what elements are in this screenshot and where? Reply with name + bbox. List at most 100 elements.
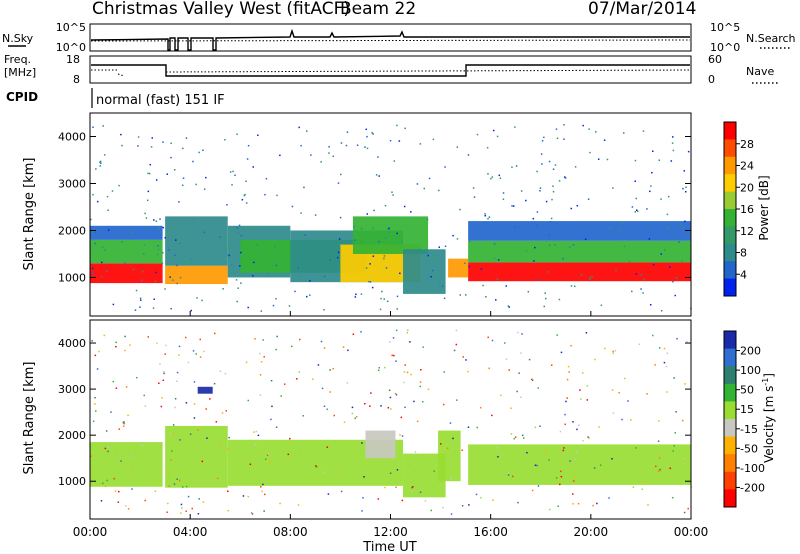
velocity-speckle	[560, 475, 563, 478]
velocity-speckle	[663, 347, 666, 350]
power-speckle	[94, 242, 96, 245]
power-speckle	[228, 254, 230, 257]
power-speckle	[428, 177, 431, 180]
power-speckle	[468, 240, 471, 243]
power-speckle	[272, 304, 275, 307]
velocity-colorbar-swatch	[724, 348, 736, 367]
nsearch-tick-bottom: 10^0	[710, 41, 740, 54]
power-speckle	[540, 153, 543, 155]
velocity-speckle	[508, 369, 510, 371]
velocity-speckle	[94, 396, 96, 399]
power-speckle	[323, 275, 326, 278]
power-speckle	[588, 128, 590, 130]
power-speckle	[169, 276, 171, 278]
power-speckle	[563, 124, 565, 126]
time-tick-label: 08:00	[273, 525, 308, 539]
velocity-speckle	[419, 381, 422, 383]
power-speckle	[275, 264, 278, 267]
nsky-tick-bottom: 10^0	[56, 41, 86, 54]
power-speckle	[149, 163, 152, 166]
power-speckle	[340, 173, 342, 176]
velocity-speckle	[521, 434, 524, 437]
velocity-speckle	[268, 440, 271, 442]
velocity-speckle	[124, 335, 126, 338]
velocity-colorbar-tick-label: 100	[740, 364, 761, 377]
power-speckle	[161, 262, 164, 265]
power-speckle	[459, 294, 461, 296]
velocity-speckle	[658, 457, 661, 459]
power-speckle	[384, 237, 387, 239]
velocity-speckle	[517, 501, 519, 504]
power-speckle	[603, 139, 606, 141]
velocity-speckle	[199, 356, 202, 358]
velocity-speckle	[391, 354, 393, 357]
power-speckle	[112, 303, 115, 306]
velocity-speckle	[127, 508, 130, 510]
power-speckle	[507, 305, 510, 307]
velocity-speckle	[658, 347, 661, 349]
power-speckle	[365, 128, 368, 131]
power-speckle	[101, 246, 104, 248]
velocity-speckle	[118, 428, 120, 430]
velocity-speckle	[115, 341, 117, 344]
velocity-speckle	[100, 500, 103, 502]
velocity-speckle	[450, 477, 452, 480]
velocity-speckle	[168, 485, 170, 487]
power-speckle	[99, 161, 101, 164]
velocity-speckle	[487, 336, 489, 339]
velocity-speckle	[351, 412, 354, 415]
velocity-yaxis: 4000 3000 2000 1000	[58, 337, 691, 488]
velocity-colorbar-swatch	[724, 331, 736, 350]
power-speckle	[549, 221, 552, 223]
velocity-speckle	[467, 370, 469, 373]
power-speckle	[226, 204, 228, 206]
velocity-speckle	[270, 379, 273, 382]
velocity-speckle	[92, 420, 95, 423]
power-speckle	[648, 238, 651, 240]
velocity-speckle	[251, 513, 254, 515]
velocity-y-tick-label: 2000	[58, 429, 86, 442]
power-speckle	[432, 269, 434, 272]
velocity-speckle	[573, 480, 575, 482]
power-speckle	[621, 221, 623, 224]
velocity-speckle	[247, 399, 249, 402]
power-speckle	[416, 183, 419, 185]
power-colorbar-swatch	[724, 226, 736, 245]
power-speckle	[276, 194, 278, 197]
velocity-speckle	[510, 477, 513, 479]
power-speckle	[355, 293, 357, 296]
velocity-speckle	[176, 371, 179, 374]
power-speckle	[467, 154, 470, 156]
velocity-colorbar-swatch	[724, 454, 736, 473]
velocity-speckle	[410, 373, 412, 376]
power-speckle	[396, 295, 399, 298]
velocity-speckle	[461, 449, 463, 451]
power-speckle	[340, 142, 343, 144]
power-speckle	[534, 246, 536, 249]
power-speckle	[162, 226, 165, 229]
velocity-speckle	[611, 458, 613, 460]
velocity-speckle	[630, 419, 632, 421]
velocity-speckle	[178, 345, 181, 348]
velocity-speckle	[199, 338, 202, 341]
velocity-speckle	[673, 377, 675, 379]
power-speckle	[671, 142, 674, 144]
power-speckle	[527, 290, 530, 293]
power-speckle	[104, 249, 106, 252]
velocity-speckle	[129, 344, 131, 346]
velocity-speckle	[433, 470, 435, 472]
velocity-speckle	[394, 392, 397, 395]
time-tick-label: 00:00	[674, 525, 709, 539]
velocity-speckle	[167, 502, 169, 505]
velocity-speckle	[559, 430, 562, 433]
velocity-speckle	[594, 358, 596, 361]
velocity-speckle	[227, 490, 229, 492]
power-speckle	[658, 159, 661, 161]
velocity-speckle	[327, 493, 330, 495]
velocity-speckle	[450, 513, 453, 515]
velocity-speckle	[123, 422, 125, 425]
power-speckle	[100, 162, 102, 165]
velocity-speckle	[582, 372, 584, 374]
power-yaxis: 4000 3000 2000 1000	[58, 130, 691, 284]
nave-label: Nave	[746, 65, 774, 78]
